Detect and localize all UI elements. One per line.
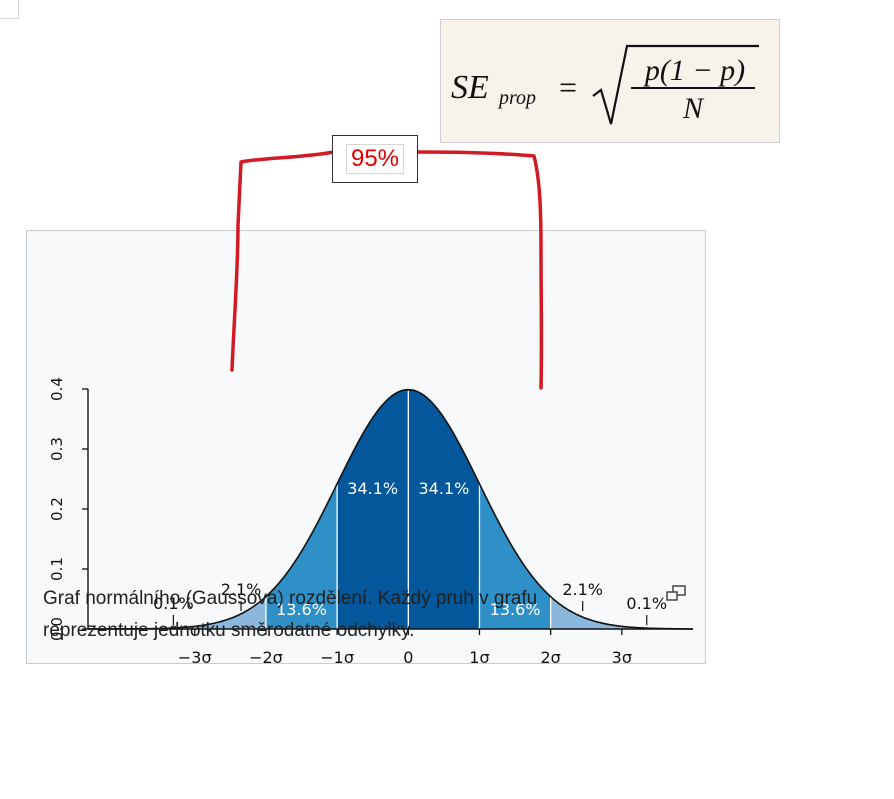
y-tick-label: 0.3 xyxy=(48,437,66,461)
y-tick-label: 0.0 xyxy=(48,617,66,641)
formula-equals: = xyxy=(559,69,577,105)
density-curve xyxy=(88,388,694,630)
band-label-0: 2.1% xyxy=(221,580,262,599)
y-tick-label: 0.1 xyxy=(48,557,66,581)
figure-caption: Graf normálního (Gaussova) rozdělení. Ka… xyxy=(43,588,538,641)
x-tick-label: −3σ xyxy=(178,648,212,667)
formula-svg: SE prop = p(1 − p) N xyxy=(451,44,759,125)
band-area-0 xyxy=(194,596,266,629)
tail-label-right: 0.1% xyxy=(626,594,667,613)
formula-denominator: N xyxy=(682,92,705,125)
y-tick-label: 0.4 xyxy=(48,377,66,401)
formula-lhs: SE xyxy=(451,69,489,106)
band-area-5 xyxy=(550,596,622,629)
band-label-1: 13.6% xyxy=(276,600,327,619)
formula-lhs-subscript: prop xyxy=(497,87,536,109)
band-label-3: 34.1% xyxy=(418,479,469,498)
window-corner-mark xyxy=(0,0,19,19)
tail-label-left: 0.1% xyxy=(153,594,194,613)
x-tick-label: 0 xyxy=(403,648,413,667)
band-label-5: 2.1% xyxy=(562,580,603,599)
x-tick-label: 2σ xyxy=(540,648,560,667)
interval-label: 95% xyxy=(346,144,404,174)
x-tick-label: −2σ xyxy=(249,648,283,667)
formula-numerator: p(1 − p) xyxy=(643,54,745,87)
band-label-4: 13.6% xyxy=(490,600,541,619)
sqrt-symbol xyxy=(592,44,759,125)
x-tick-label: 3σ xyxy=(612,648,632,667)
enlarge-icon[interactable] xyxy=(665,584,687,602)
x-tick-label: −1σ xyxy=(320,648,354,667)
normal-distribution-chart: 0.0 0.1 0.2 0.3 0.4 −3σ −2σ −1σ 0 1σ 2σ 3σ 2.1% 13.6%… xyxy=(48,377,694,667)
figure-thumbnail: 0.0 0.1 0.2 0.3 0.4 −3σ −2σ −1σ 0 1σ 2σ 3σ 2.1% 13.6%… xyxy=(26,230,706,667)
interval-label-box: 95% xyxy=(332,135,418,183)
x-tick-label: 1σ xyxy=(469,648,489,667)
y-tick-label: 0.2 xyxy=(48,497,66,521)
band-label-2: 34.1% xyxy=(347,479,398,498)
formula-image: SE prop = p(1 − p) N xyxy=(440,19,780,143)
